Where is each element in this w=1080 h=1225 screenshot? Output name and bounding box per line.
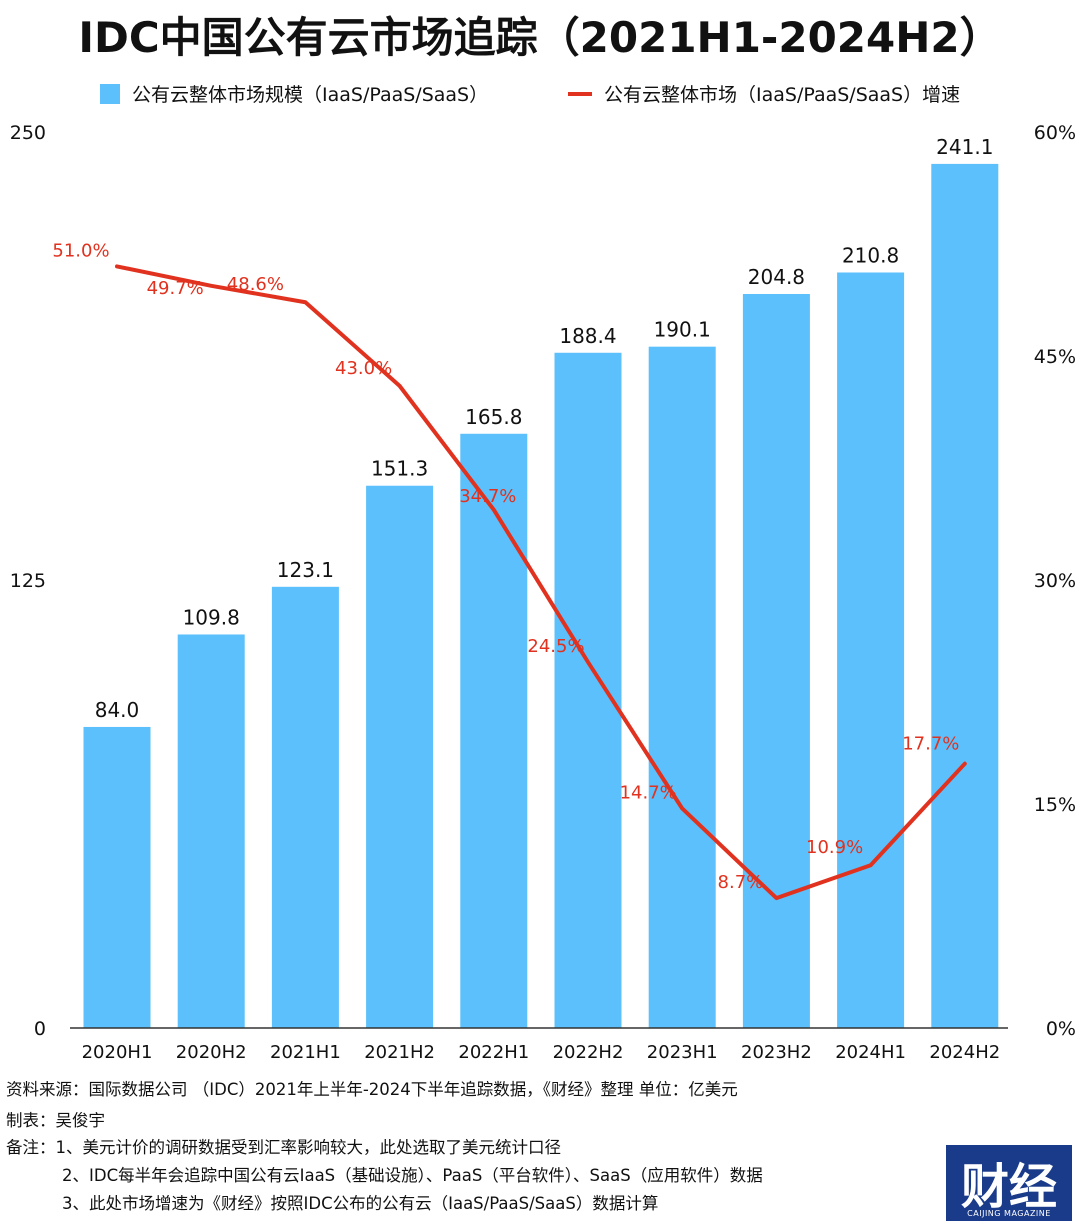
bar-2020H2 [177,634,245,1028]
bar-2023H1 [648,346,716,1028]
logo-main-text: 财经 [960,1159,1057,1215]
x-tick-2021H2: 2021H2 [364,1042,435,1063]
line-label-2024H1: 10.9% [806,837,863,858]
line-label-2023H1: 14.7% [620,782,677,803]
chart-title: IDC中国公有云市场追踪（2021H1-2024H2） [78,13,1002,62]
line-label-2022H1: 34.7% [459,486,516,507]
bar-label-2024H1: 210.8 [842,243,899,267]
bar-2022H1 [460,433,528,1028]
x-tick-2020H1: 2020H1 [82,1042,153,1063]
growth-line [115,264,967,901]
remark-3: 3、此处市场增速为《财经》按照IDC公布的公有云（IaaS/PaaS/SaaS）… [62,1194,659,1213]
line-label-2024H2: 17.7% [902,734,959,755]
y-tick-0: 0 [34,1018,46,1040]
line-label-2020H1: 51.0% [52,240,109,261]
bar-label-2022H1: 165.8 [465,405,522,429]
chart-plot: 84.0 109.8 123.1 151.3 165.8 188.4 190.1 204.8 2… [10,122,1076,1063]
bar-2021H1 [271,586,339,1028]
legend-label-line: 公有云整体市场（IaaS/PaaS/SaaS）增速 [604,84,961,106]
x-tick-2021H1: 2021H1 [270,1042,341,1063]
line-label-2021H1: 48.6% [227,274,284,295]
legend-item-line: 公有云整体市场（IaaS/PaaS/SaaS）增速 [568,80,960,107]
x-tick-2024H1: 2024H1 [835,1042,906,1063]
logo-sub-text: CAIJING MAGAZINE [967,1209,1051,1218]
y2-tick-30%: 30% [1034,570,1076,592]
line-label-2022H2: 24.5% [527,636,584,657]
line-label-2020H2: 49.7% [147,278,204,299]
legend-item-bar: 公有云整体市场规模（IaaS/PaaS/SaaS） [100,80,488,107]
bar-label-2020H2: 109.8 [183,605,240,629]
x-tick-2023H1: 2023H1 [647,1042,718,1063]
line-label-2021H2: 43.0% [335,358,392,379]
bar-label-2021H1: 123.1 [277,558,334,582]
legend-swatch-line [568,91,592,96]
bar-label-2020H1: 84.0 [95,698,140,722]
y2-tick-60%: 60% [1034,122,1076,144]
y-tick-250: 250 [10,122,46,144]
bar-2021H2 [366,485,434,1028]
caijing-logo: 财经 CAIJING MAGAZINE [946,1145,1072,1221]
legend-swatch-bar [100,83,120,104]
bar-2024H2 [931,163,999,1029]
line-label-2023H2: 8.7% [718,872,764,893]
author-note: 制表：吴俊宇 [6,1111,105,1130]
y2-tick-15%: 15% [1034,794,1076,816]
bar-label-2023H2: 204.8 [748,265,805,289]
legend-label-bar: 公有云整体市场规模（IaaS/PaaS/SaaS） [132,84,489,106]
bar-label-2021H2: 151.3 [371,457,428,481]
bar-2020H1 [83,726,151,1028]
bar-2022H2 [554,352,622,1028]
bar-label-2024H2: 241.1 [936,135,993,159]
remark-1: 备注：1、美元计价的调研数据受到汇率影响较大，此处选取了美元统计口径 [6,1138,561,1157]
x-tick-2022H2: 2022H2 [553,1042,624,1063]
y2-tick-0%: 0% [1046,1018,1076,1040]
bar-label-2023H1: 190.1 [654,318,711,342]
x-tick-2020H2: 2020H2 [176,1042,247,1063]
remark-2: 2、IDC每半年会追踪中国公有云IaaS（基础设施）、PaaS（平台软件）、Sa… [62,1166,763,1185]
legend: 公有云整体市场规模（IaaS/PaaS/SaaS） 公有云整体市场（IaaS/P… [0,80,1080,110]
source-note: 资料来源：国际数据公司 （IDC）2021年上半年-2024下半年追踪数据，《财… [6,1080,738,1099]
bar-label-2022H2: 188.4 [559,324,616,348]
bar-2023H2 [742,293,810,1028]
y-tick-125: 125 [10,570,46,592]
x-tick-2024H2: 2024H2 [929,1042,1000,1063]
y2-tick-45%: 45% [1034,346,1076,368]
x-tick-2022H1: 2022H1 [458,1042,529,1063]
x-tick-2023H2: 2023H2 [741,1042,812,1063]
bar-2024H1 [837,272,905,1028]
